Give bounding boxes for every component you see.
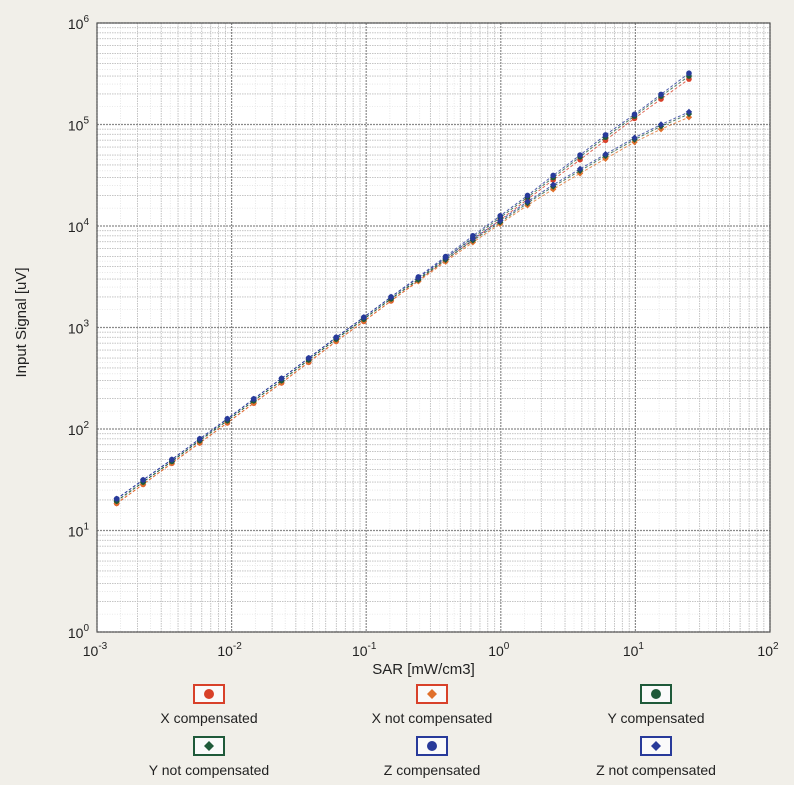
data-point	[685, 108, 693, 116]
y-tick-label: 103	[68, 319, 90, 337]
y-tick-label: 100	[68, 623, 90, 641]
data-point	[415, 274, 422, 281]
series-line	[116, 113, 690, 502]
y-tick-label: 105	[68, 116, 90, 134]
data-point	[278, 375, 285, 382]
y-tick-label: 104	[68, 217, 90, 235]
legend-label: Y compensated	[607, 710, 704, 726]
data-point	[686, 70, 692, 77]
data-point	[658, 91, 664, 98]
data-point	[602, 150, 609, 158]
x-tick-label: 10-2	[217, 641, 242, 659]
x-tick-label: 102	[757, 641, 779, 659]
data-point	[469, 235, 477, 242]
x-tick-label: 10-3	[83, 641, 108, 659]
legend-label: X compensated	[160, 710, 257, 726]
data-point	[139, 476, 147, 484]
data-point	[113, 495, 120, 503]
data-point	[442, 254, 449, 262]
x-tick-label: 100	[488, 641, 510, 659]
legend-marker-icon	[204, 741, 214, 751]
data-point	[657, 121, 665, 128]
data-point	[524, 198, 531, 205]
plot-frame	[96, 22, 771, 633]
legend-item: Y compensated	[607, 684, 705, 726]
series-line	[116, 111, 690, 500]
legend-label: Y not compensated	[149, 762, 269, 778]
series-line	[116, 78, 690, 504]
legend-label: Z not compensated	[596, 762, 716, 778]
x-tick-label: 101	[623, 641, 645, 659]
y-axis-label: Input Signal [uV]	[13, 267, 30, 377]
legend-item: X compensated	[160, 684, 258, 726]
data-point	[168, 456, 176, 463]
data-point	[305, 354, 312, 362]
legend-item: X not compensated	[372, 684, 493, 726]
legend-marker-icon	[427, 741, 437, 751]
data-point	[524, 192, 531, 199]
data-point	[550, 172, 556, 179]
data-point	[250, 395, 257, 403]
y-tick-label: 102	[68, 420, 90, 438]
grid-lines	[96, 22, 771, 633]
data-point	[497, 213, 504, 219]
y-tick-label: 101	[68, 522, 90, 540]
legend: X compensated X not compensated Y compensa…	[149, 684, 716, 778]
data-point	[387, 293, 395, 301]
legend-marker-icon	[427, 689, 437, 699]
legend-label: Z compensated	[384, 762, 481, 778]
legend-item: Z not compensated	[596, 736, 716, 778]
x-axis-label: SAR [mW/cm3]	[372, 661, 475, 678]
data-point	[576, 165, 584, 173]
data-point	[602, 132, 609, 138]
x-tick-label: 10-1	[352, 641, 377, 659]
data-point	[497, 217, 504, 224]
legend-item: Z compensated	[384, 736, 481, 778]
data-point	[631, 111, 638, 118]
data-point	[685, 114, 693, 121]
data-point	[332, 334, 340, 341]
legend-marker-icon	[651, 689, 661, 699]
y-tick-label: 106	[68, 14, 90, 32]
data-point	[196, 435, 203, 443]
series-z-not-compensated	[113, 108, 693, 503]
data-point	[631, 134, 638, 141]
data-point	[549, 181, 557, 188]
series-line	[116, 116, 690, 504]
data-point	[224, 415, 231, 423]
legend-item: Y not compensated	[149, 736, 269, 778]
data-point	[360, 314, 368, 321]
legend-marker-icon	[204, 689, 214, 699]
data-point	[577, 152, 583, 158]
legend-label: X not compensated	[372, 710, 493, 726]
legend-marker-icon	[651, 741, 661, 751]
